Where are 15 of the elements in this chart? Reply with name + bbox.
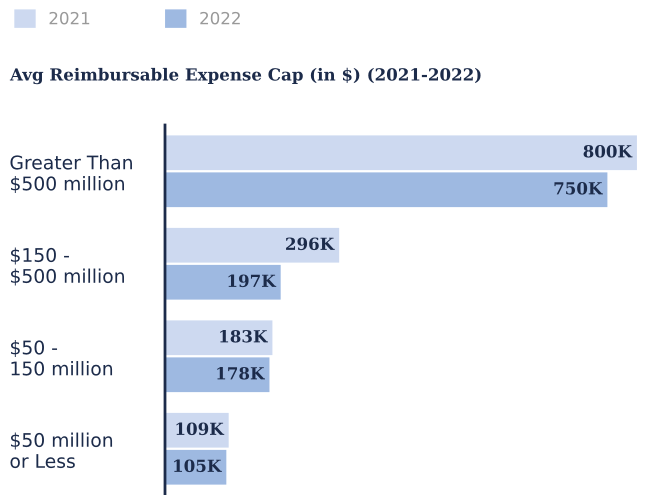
- data-label: 178K: [217, 366, 265, 380]
- data-label: 105K: [174, 459, 222, 472]
- data-label: 296K: [286, 237, 335, 250]
- y-tick-label: Greater Than $500 million: [10, 155, 132, 194]
- data-label: 800K: [584, 144, 632, 158]
- y-tick-label: $150 - $500 million: [11, 248, 124, 286]
- data-label: 183K: [220, 330, 268, 343]
- legend-label: 2021: [50, 12, 90, 24]
- data-label: 109K: [176, 422, 224, 436]
- chart-title: Avg Reimbursable Expense Cap (in $) (2021-2022): [10, 68, 481, 84]
- y-tick-label: $50 - 150 million: [11, 340, 112, 376]
- y-tick-label: $50 million or Less: [10, 432, 112, 468]
- legend-label: 2022: [200, 12, 240, 24]
- data-label: 750K: [554, 182, 603, 195]
- data-label: 197K: [228, 274, 276, 288]
